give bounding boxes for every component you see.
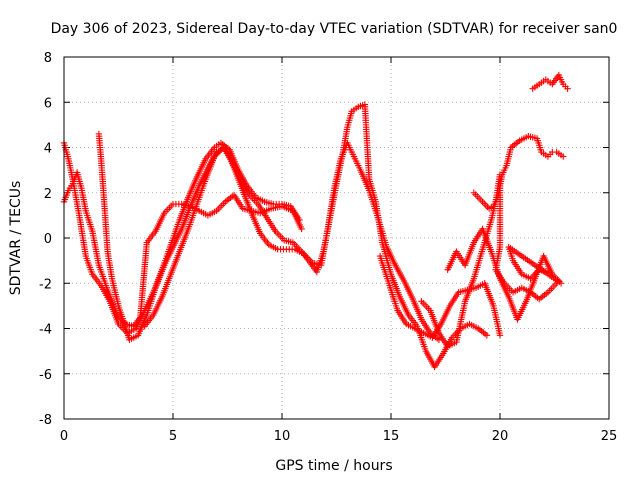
y-tick-label: -6 <box>39 368 52 383</box>
data-points <box>60 71 571 371</box>
data-point-track-9 <box>564 85 571 92</box>
y-axis-label: SDTVAR / TECUs <box>8 181 24 296</box>
data-point-track-2 <box>298 225 305 233</box>
x-axis-label: GPS time / hours <box>275 458 392 474</box>
grid <box>64 57 609 419</box>
data-point-track-7 <box>544 268 552 276</box>
y-tick-label: 4 <box>44 142 52 157</box>
y-tick-label: 0 <box>44 232 52 247</box>
y-tick-label: -8 <box>39 413 52 428</box>
data-point-track-4 <box>483 332 491 339</box>
x-tick-label: 20 <box>492 429 509 444</box>
y-tick-label: 6 <box>44 96 52 111</box>
tick-labels: 0 5 10 15 20 25 -8 -6 -4 -2 0 2 4 6 8 <box>39 51 617 444</box>
plot-frame <box>63 56 610 420</box>
y-tick-label: -2 <box>39 277 52 292</box>
x-tick-label: 0 <box>60 429 68 444</box>
y-tick-label: 2 <box>44 187 52 202</box>
x-tick-label: 10 <box>274 429 291 444</box>
x-tick-label: 5 <box>169 429 177 444</box>
y-tick-label: -4 <box>39 323 52 338</box>
data-point-track-8 <box>560 153 567 160</box>
chart-title: Day 306 of 2023, Sidereal Day-to-day VTE… <box>51 21 618 37</box>
data-point-track-5 <box>496 332 504 339</box>
y-tick-label: 8 <box>44 51 52 66</box>
x-tick-label: 25 <box>601 429 618 444</box>
x-tick-label: 15 <box>383 429 400 444</box>
